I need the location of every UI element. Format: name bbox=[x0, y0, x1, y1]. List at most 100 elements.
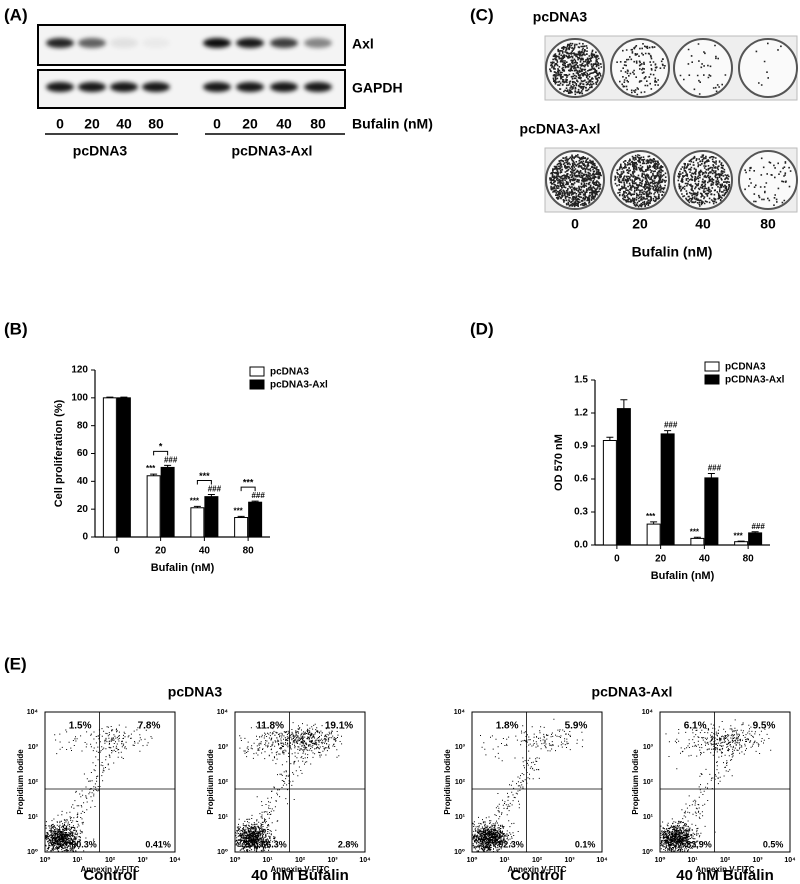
error-bar bbox=[664, 430, 672, 434]
quadrant-ur: 19.1% bbox=[325, 721, 353, 732]
y-tick-label: 120 bbox=[71, 365, 88, 376]
y-decade-label: 10⁴ bbox=[27, 709, 39, 716]
error-bar bbox=[707, 473, 715, 478]
x-decade-label: 10² bbox=[295, 857, 306, 864]
blot-band bbox=[304, 82, 332, 92]
blot-band bbox=[236, 82, 264, 92]
bar bbox=[734, 541, 749, 546]
dose-label: 40 bbox=[116, 116, 132, 132]
x-decade-label: 10⁰ bbox=[467, 856, 478, 864]
significance: *** bbox=[146, 464, 156, 473]
x-decade-label: 10¹ bbox=[499, 857, 510, 864]
bar bbox=[748, 532, 763, 546]
bar bbox=[646, 523, 661, 546]
significance: *** bbox=[190, 496, 200, 505]
x-tick-label: 20 bbox=[655, 554, 667, 565]
blot-band bbox=[110, 38, 138, 48]
x-tick-label: 0 bbox=[114, 546, 120, 557]
x-decade-label: 10⁴ bbox=[359, 857, 371, 864]
x-decade-label: 10⁴ bbox=[596, 857, 608, 864]
y-decade-label: 10² bbox=[218, 779, 229, 786]
bar bbox=[204, 496, 219, 538]
flow-frame bbox=[471, 711, 603, 853]
x-decade-label: 10² bbox=[720, 857, 731, 864]
x-axis-label: Bufalin (nM) bbox=[651, 570, 715, 582]
significance: ### bbox=[664, 421, 678, 430]
dose-label: 0 bbox=[213, 116, 221, 132]
blot-band bbox=[142, 82, 170, 92]
bar bbox=[190, 507, 205, 538]
event-dots bbox=[472, 718, 584, 852]
quadrant-ll: 92.3% bbox=[498, 839, 524, 849]
significance: ### bbox=[751, 522, 765, 531]
y-decade-label: 10² bbox=[28, 779, 39, 786]
y-tick-label: 0.6 bbox=[574, 474, 588, 485]
x-tick-label: 80 bbox=[243, 546, 255, 557]
colony-dots bbox=[755, 42, 782, 86]
flow-y-label: Propidium Iodide bbox=[443, 749, 452, 815]
flow-x-label: Annexin V-FITC bbox=[270, 865, 329, 874]
significance: ### bbox=[708, 464, 722, 473]
blot-band bbox=[78, 38, 106, 48]
blot-band bbox=[203, 38, 231, 48]
x-tick-label: 40 bbox=[199, 546, 211, 557]
x-decade-label: 10⁴ bbox=[784, 857, 796, 864]
x-decade-label: 10² bbox=[105, 857, 116, 864]
x-decade-label: 10³ bbox=[564, 857, 575, 864]
quadrant-lr: 0.1% bbox=[575, 839, 596, 849]
blot-band bbox=[270, 82, 298, 92]
x-decade-label: 10³ bbox=[137, 857, 148, 864]
plate bbox=[673, 38, 733, 98]
bar bbox=[660, 433, 675, 546]
bar bbox=[146, 475, 161, 538]
bar bbox=[602, 440, 617, 546]
x-decade-label: 10¹ bbox=[262, 857, 273, 864]
y-tick-label: 0.3 bbox=[574, 507, 588, 518]
flow-caption: Control bbox=[510, 867, 563, 884]
x-tick-label: 40 bbox=[699, 554, 711, 565]
flow-group-title: pcDNA3-Axl bbox=[592, 684, 673, 700]
colony-row-label: pcDNA3 bbox=[533, 9, 588, 25]
flow-caption: 40 nM Bufalin bbox=[251, 867, 349, 884]
colony-dots bbox=[679, 43, 727, 95]
comparison-label: *** bbox=[243, 477, 254, 487]
flow-x-label: Annexin V-FITC bbox=[507, 865, 566, 874]
y-tick-label: 0 bbox=[82, 532, 88, 543]
quadrant-ul: 1.8% bbox=[496, 721, 519, 732]
y-axis-label: Cell proliferation (%) bbox=[53, 399, 65, 507]
bar bbox=[160, 466, 175, 538]
quadrant-ur: 5.9% bbox=[565, 721, 588, 732]
significance: *** bbox=[233, 507, 243, 516]
x-decade-label: 10¹ bbox=[687, 857, 698, 864]
comparison-bracket bbox=[240, 486, 256, 492]
blot-band bbox=[270, 38, 298, 48]
colony-dots bbox=[744, 157, 792, 206]
blot-row-label: GAPDH bbox=[352, 80, 403, 96]
y-tick-label: 1.2 bbox=[574, 408, 588, 419]
y-decade-label: 10⁴ bbox=[217, 709, 229, 716]
bar bbox=[116, 397, 131, 538]
y-decade-label: 10⁰ bbox=[217, 848, 228, 856]
y-decade-label: 10³ bbox=[643, 744, 654, 751]
comparison-label: *** bbox=[199, 471, 210, 481]
blot-band bbox=[46, 82, 74, 92]
x-tick-label: 20 bbox=[155, 546, 167, 557]
x-decade-label: 10⁰ bbox=[40, 856, 51, 864]
y-decade-label: 10⁰ bbox=[642, 848, 653, 856]
x-decade-label: 10³ bbox=[752, 857, 763, 864]
panel-label: (B) bbox=[4, 319, 28, 338]
bar bbox=[690, 537, 705, 546]
blot-band bbox=[203, 82, 231, 92]
x-decade-label: 10⁰ bbox=[655, 856, 666, 864]
quadrant-ul: 6.1% bbox=[684, 721, 707, 732]
y-tick-label: 100 bbox=[71, 392, 88, 403]
y-axis-label: OD 570 nM bbox=[553, 434, 565, 491]
dose-axis-label: Bufalin (nM) bbox=[352, 116, 433, 132]
panel-label: (C) bbox=[470, 5, 494, 24]
colony-dots bbox=[549, 154, 602, 208]
dose-label: 20 bbox=[632, 216, 648, 232]
significance: *** bbox=[646, 512, 656, 521]
error-bar bbox=[606, 436, 614, 441]
y-tick-label: 0.0 bbox=[574, 540, 588, 551]
